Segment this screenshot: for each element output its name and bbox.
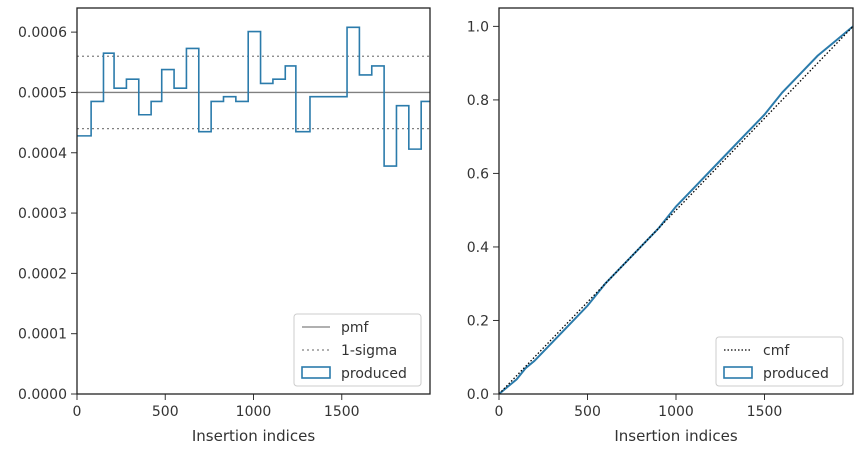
histogram-bin [223, 97, 235, 394]
legend-pmf-label: pmf [341, 320, 370, 336]
histogram-bin [91, 101, 103, 394]
legend-cmf-label: cmf [763, 343, 790, 359]
x-tick-label: 1000 [658, 404, 694, 420]
legend-sigma-label: 1-sigma [341, 343, 397, 359]
produced-cmf-point [516, 378, 518, 380]
histogram-bin [162, 70, 174, 394]
legend-produced-label: produced [341, 366, 407, 382]
histogram-bin [186, 48, 198, 394]
produced-cmf-point [533, 360, 535, 362]
y-tick-label: 0.6 [467, 166, 489, 182]
y-tick-label: 0.0006 [18, 25, 67, 41]
produced-cmf-point [834, 40, 836, 42]
y-tick-label: 0.0 [467, 387, 489, 403]
plot-frame [76, 7, 431, 395]
histogram-bin [199, 132, 211, 394]
produced-cmf-point [569, 323, 571, 325]
plot-frame [498, 7, 854, 395]
histogram-bin [236, 101, 248, 394]
y-tick-label: 0.0000 [18, 387, 67, 403]
histogram-bin [103, 53, 114, 394]
x-tick-label: 1500 [747, 404, 783, 420]
legend-produced-swatch [301, 366, 331, 379]
x-tick-label: 1500 [324, 404, 360, 420]
produced-cmf-point [710, 169, 712, 171]
histogram-bin [421, 101, 430, 394]
legend-produced-swatch [723, 366, 753, 379]
produced-cmf-point [587, 305, 589, 307]
produced-cmf-point [551, 342, 553, 344]
x-tick-label: 0 [495, 404, 504, 420]
x-tick-label: 1000 [236, 404, 272, 420]
histogram-bin [114, 88, 126, 394]
produced-cmf-point [746, 132, 748, 134]
y-tick-label: 0.0005 [18, 85, 67, 101]
histogram-bin [261, 83, 273, 394]
x-axis-label: Insertion indices [192, 427, 315, 445]
histogram-bin [174, 88, 186, 394]
histogram-bin [126, 79, 138, 394]
y-tick-label: 0.4 [467, 240, 489, 256]
histogram-bin [273, 79, 285, 394]
legend-produced-label: produced [763, 366, 829, 382]
y-tick-label: 0.0003 [18, 206, 67, 222]
legend: cmf produced [715, 336, 844, 387]
y-tick-label: 0.0001 [18, 327, 67, 343]
y-tick-label: 0.0004 [18, 146, 67, 162]
produced-cmf-point [525, 367, 527, 369]
histogram-bin [139, 115, 151, 394]
produced-cmf-point [693, 187, 695, 189]
cmf-line [499, 25, 853, 394]
x-tick-label: 0 [73, 404, 82, 420]
legend: pmf 1-sigma produced [293, 313, 422, 387]
produced-cmf-line [499, 25, 853, 394]
legend-box [715, 336, 844, 387]
histogram-bin [211, 101, 223, 394]
produced-cmf-point [728, 150, 730, 152]
y-tick-label: 1.0 [467, 19, 489, 35]
x-axis-label: Insertion indices [614, 427, 737, 445]
produced-cmf-point [799, 73, 801, 75]
produced-cmf-point [781, 92, 783, 94]
plot-area [77, 26, 430, 394]
produced-histogram [77, 26, 430, 167]
legend-box [293, 313, 422, 387]
y-tick-label: 0.2 [467, 313, 489, 329]
produced-cmf-point [817, 55, 819, 57]
plot-area [499, 25, 853, 394]
histogram-bin [248, 32, 260, 394]
cmf-panel: 0 500 1000 1500 0.0 0.2 0.4 0.6 0.8 1.0 Insertion … [467, 7, 854, 445]
x-tick-label: 500 [574, 404, 601, 420]
histogram-bin [151, 101, 162, 394]
histogram-bin [77, 136, 91, 394]
x-tick-label: 500 [152, 404, 179, 420]
y-tick-label: 0.0002 [18, 266, 67, 282]
produced-cmf-point [764, 114, 766, 116]
produced-cmf-point [675, 206, 677, 208]
y-tick-label: 0.8 [467, 93, 489, 109]
pmf-panel: 0 500 1000 1500 0.0000 0.0001 0.0002 0.0003 0.00… [18, 7, 431, 445]
